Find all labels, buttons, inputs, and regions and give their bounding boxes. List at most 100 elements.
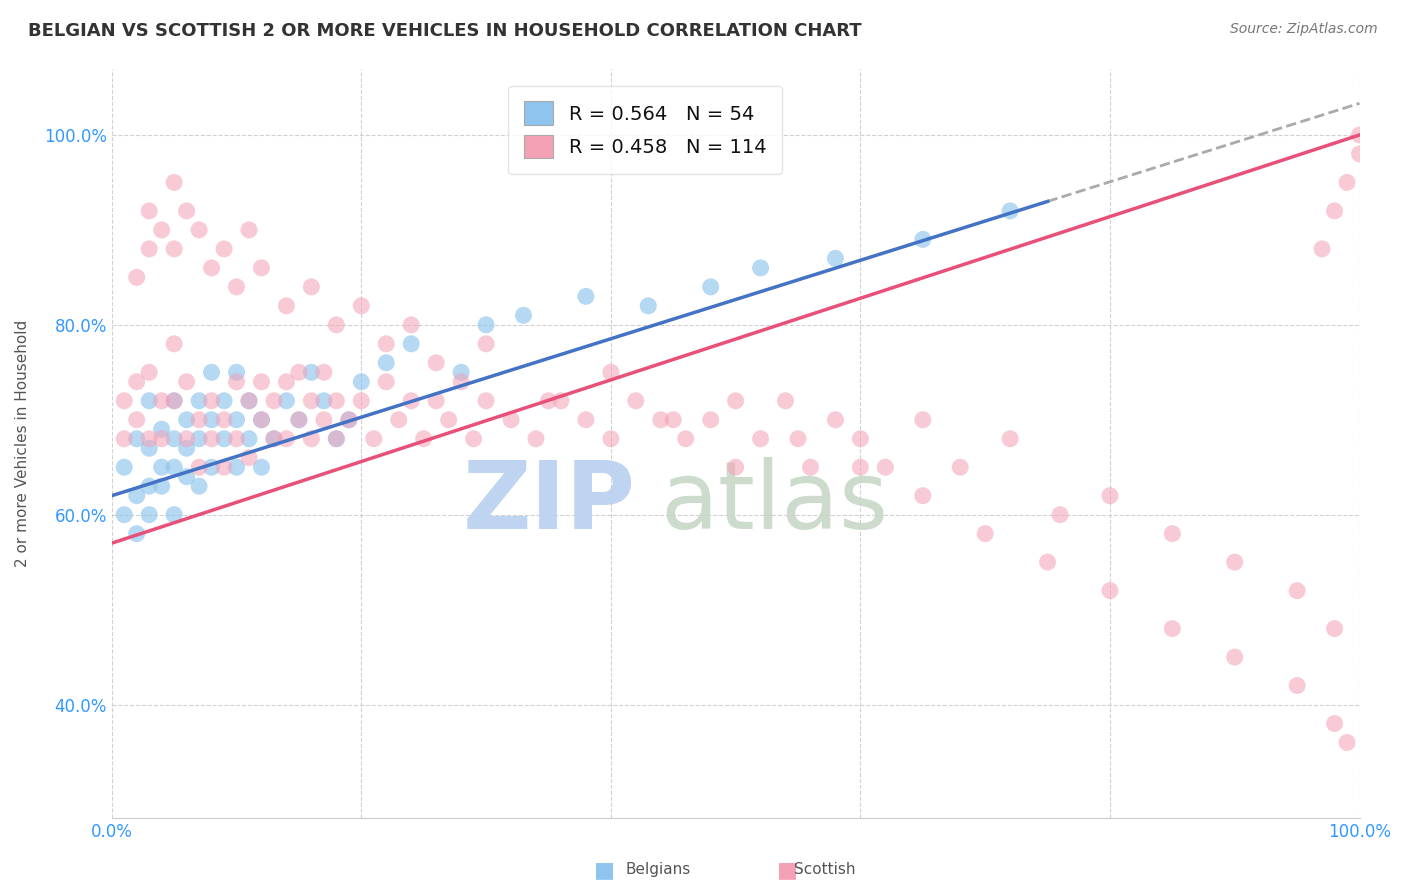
Point: [299, 432, 322, 446]
Point: [312, 413, 335, 427]
Point: [974, 526, 997, 541]
Point: [238, 450, 260, 465]
Point: [112, 508, 135, 522]
Point: [112, 432, 135, 446]
Point: [699, 280, 721, 294]
Point: [911, 489, 934, 503]
Point: [200, 460, 222, 475]
Point: [799, 460, 821, 475]
Point: [499, 413, 522, 427]
Point: [138, 442, 160, 456]
Point: [188, 393, 211, 408]
Point: [599, 365, 621, 379]
Point: [787, 432, 810, 446]
Point: [463, 432, 485, 446]
Point: [399, 318, 422, 332]
Point: [238, 432, 260, 446]
Point: [724, 460, 747, 475]
Point: [824, 413, 846, 427]
Point: [163, 176, 186, 190]
Text: Scottish: Scottish: [794, 863, 856, 877]
Point: [225, 432, 247, 446]
Point: [188, 223, 211, 237]
Point: [537, 393, 560, 408]
Point: [212, 393, 235, 408]
Point: [150, 393, 173, 408]
Text: atlas: atlas: [661, 458, 889, 549]
Point: [138, 203, 160, 218]
Point: [475, 318, 498, 332]
Point: [325, 432, 347, 446]
Point: [450, 375, 472, 389]
Point: [1098, 489, 1121, 503]
Point: [212, 242, 235, 256]
Point: [276, 393, 298, 408]
Point: [163, 393, 186, 408]
Point: [163, 508, 186, 522]
Legend: R = 0.564   N = 54, R = 0.458   N = 114: R = 0.564 N = 54, R = 0.458 N = 114: [509, 86, 782, 174]
Point: [399, 393, 422, 408]
Point: [998, 432, 1021, 446]
Point: [138, 365, 160, 379]
Point: [650, 413, 672, 427]
Point: [188, 432, 211, 446]
Point: [624, 393, 647, 408]
Point: [125, 526, 148, 541]
Point: [176, 375, 198, 389]
Point: [875, 460, 897, 475]
Point: [575, 413, 598, 427]
Point: [1098, 583, 1121, 598]
Point: [575, 289, 598, 303]
Point: [200, 413, 222, 427]
Point: [1223, 650, 1246, 665]
Point: [163, 432, 186, 446]
Point: [1049, 508, 1071, 522]
Point: [212, 460, 235, 475]
Point: [375, 356, 398, 370]
Point: [824, 252, 846, 266]
Point: [150, 460, 173, 475]
Point: [699, 413, 721, 427]
Point: [150, 432, 173, 446]
Point: [163, 242, 186, 256]
Point: [125, 413, 148, 427]
Point: [1036, 555, 1059, 569]
Point: [125, 489, 148, 503]
Point: [138, 393, 160, 408]
Point: [299, 280, 322, 294]
Point: [312, 365, 335, 379]
Point: [176, 203, 198, 218]
Point: [337, 413, 360, 427]
Point: [1161, 622, 1184, 636]
Point: [1323, 622, 1346, 636]
Y-axis label: 2 or more Vehicles in Household: 2 or more Vehicles in Household: [15, 320, 30, 567]
Point: [350, 375, 373, 389]
Point: [288, 365, 311, 379]
Point: [238, 223, 260, 237]
Point: [263, 432, 285, 446]
Point: [138, 242, 160, 256]
Point: [125, 375, 148, 389]
Point: [849, 460, 872, 475]
Point: [325, 432, 347, 446]
Point: [1336, 176, 1358, 190]
Point: [138, 479, 160, 493]
Point: [325, 318, 347, 332]
Point: [675, 432, 697, 446]
Point: [550, 393, 572, 408]
Point: [125, 270, 148, 285]
Point: [363, 432, 385, 446]
Text: ■: ■: [595, 860, 614, 880]
Point: [437, 413, 460, 427]
Point: [112, 393, 135, 408]
Point: [163, 393, 186, 408]
Point: [176, 432, 198, 446]
Point: [138, 432, 160, 446]
Point: [1286, 583, 1309, 598]
Point: [524, 432, 547, 446]
Point: [475, 336, 498, 351]
Point: [1161, 526, 1184, 541]
Point: [250, 375, 273, 389]
Point: [512, 309, 534, 323]
Point: [412, 432, 434, 446]
